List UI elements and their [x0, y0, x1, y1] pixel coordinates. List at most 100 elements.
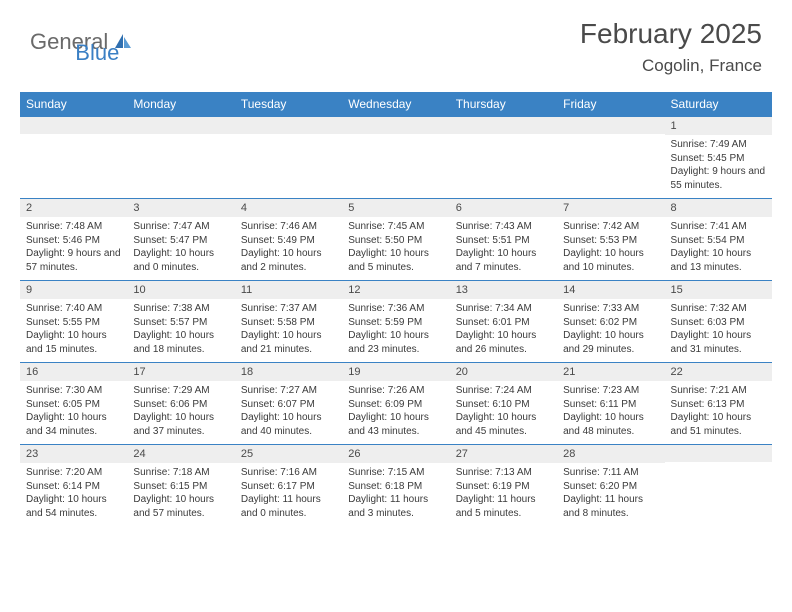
- day-detail-line: Sunrise: 7:47 AM: [133, 220, 228, 234]
- calendar-day-empty: [342, 117, 449, 199]
- day-detail-line: Daylight: 10 hours and 29 minutes.: [563, 329, 658, 356]
- calendar-day: 28Sunrise: 7:11 AMSunset: 6:20 PMDayligh…: [557, 445, 664, 527]
- day-detail-line: Sunset: 5:59 PM: [348, 316, 443, 330]
- day-number: 17: [127, 363, 234, 381]
- day-number: 8: [665, 199, 772, 217]
- day-details: Sunrise: 7:40 AMSunset: 5:55 PMDaylight:…: [20, 299, 127, 360]
- day-detail-line: Sunrise: 7:38 AM: [133, 302, 228, 316]
- day-detail-line: Sunrise: 7:30 AM: [26, 384, 121, 398]
- day-detail-line: Daylight: 10 hours and 43 minutes.: [348, 411, 443, 438]
- calendar-day: 15Sunrise: 7:32 AMSunset: 6:03 PMDayligh…: [665, 281, 772, 363]
- day-detail-line: Daylight: 10 hours and 2 minutes.: [241, 247, 336, 274]
- calendar-day: 23Sunrise: 7:20 AMSunset: 6:14 PMDayligh…: [20, 445, 127, 527]
- day-number: [665, 445, 772, 462]
- day-detail-line: Daylight: 10 hours and 37 minutes.: [133, 411, 228, 438]
- day-details: Sunrise: 7:46 AMSunset: 5:49 PMDaylight:…: [235, 217, 342, 278]
- day-detail-line: Sunrise: 7:43 AM: [456, 220, 551, 234]
- calendar-day: 8Sunrise: 7:41 AMSunset: 5:54 PMDaylight…: [665, 199, 772, 281]
- day-detail-line: Sunrise: 7:23 AM: [563, 384, 658, 398]
- day-number: 15: [665, 281, 772, 299]
- day-details: Sunrise: 7:23 AMSunset: 6:11 PMDaylight:…: [557, 381, 664, 442]
- day-detail-line: Daylight: 11 hours and 8 minutes.: [563, 493, 658, 520]
- day-detail-line: Sunset: 6:14 PM: [26, 480, 121, 494]
- day-number: 14: [557, 281, 664, 299]
- day-number: 27: [450, 445, 557, 463]
- day-details: Sunrise: 7:26 AMSunset: 6:09 PMDaylight:…: [342, 381, 449, 442]
- day-detail-line: Sunset: 6:17 PM: [241, 480, 336, 494]
- calendar-day-empty: [127, 117, 234, 199]
- day-detail-line: Sunrise: 7:24 AM: [456, 384, 551, 398]
- day-number: 3: [127, 199, 234, 217]
- day-number: 25: [235, 445, 342, 463]
- calendar-day: 10Sunrise: 7:38 AMSunset: 5:57 PMDayligh…: [127, 281, 234, 363]
- day-detail-line: Sunset: 5:49 PM: [241, 234, 336, 248]
- week-row: 2Sunrise: 7:48 AMSunset: 5:46 PMDaylight…: [20, 199, 772, 281]
- day-details: Sunrise: 7:47 AMSunset: 5:47 PMDaylight:…: [127, 217, 234, 278]
- day-detail-line: Daylight: 10 hours and 51 minutes.: [671, 411, 766, 438]
- calendar-day-empty: [557, 117, 664, 199]
- day-detail-line: Daylight: 10 hours and 48 minutes.: [563, 411, 658, 438]
- day-detail-line: Daylight: 10 hours and 21 minutes.: [241, 329, 336, 356]
- day-detail-line: Sunrise: 7:11 AM: [563, 466, 658, 480]
- day-details: Sunrise: 7:18 AMSunset: 6:15 PMDaylight:…: [127, 463, 234, 524]
- header: General Blue February 2025 Cogolin, Fran…: [0, 0, 792, 86]
- day-number: 24: [127, 445, 234, 463]
- day-detail-line: Sunrise: 7:42 AM: [563, 220, 658, 234]
- day-detail-line: Daylight: 9 hours and 55 minutes.: [671, 165, 766, 192]
- day-detail-line: Daylight: 10 hours and 34 minutes.: [26, 411, 121, 438]
- day-number: 20: [450, 363, 557, 381]
- day-detail-line: Sunrise: 7:48 AM: [26, 220, 121, 234]
- day-detail-line: Sunset: 6:19 PM: [456, 480, 551, 494]
- day-detail-line: Sunrise: 7:33 AM: [563, 302, 658, 316]
- calendar-day: 9Sunrise: 7:40 AMSunset: 5:55 PMDaylight…: [20, 281, 127, 363]
- day-number: 23: [20, 445, 127, 463]
- day-detail-line: Daylight: 10 hours and 40 minutes.: [241, 411, 336, 438]
- calendar-day: 20Sunrise: 7:24 AMSunset: 6:10 PMDayligh…: [450, 363, 557, 445]
- calendar-day: 17Sunrise: 7:29 AMSunset: 6:06 PMDayligh…: [127, 363, 234, 445]
- calendar-day: 4Sunrise: 7:46 AMSunset: 5:49 PMDaylight…: [235, 199, 342, 281]
- day-detail-line: Sunrise: 7:36 AM: [348, 302, 443, 316]
- day-detail-line: Sunrise: 7:21 AM: [671, 384, 766, 398]
- day-detail-line: Daylight: 10 hours and 15 minutes.: [26, 329, 121, 356]
- day-details: Sunrise: 7:43 AMSunset: 5:51 PMDaylight:…: [450, 217, 557, 278]
- calendar-day: 19Sunrise: 7:26 AMSunset: 6:09 PMDayligh…: [342, 363, 449, 445]
- logo-text-blue: Blue: [75, 40, 119, 66]
- day-detail-line: Daylight: 10 hours and 45 minutes.: [456, 411, 551, 438]
- day-detail-line: Sunset: 6:02 PM: [563, 316, 658, 330]
- day-details: Sunrise: 7:38 AMSunset: 5:57 PMDaylight:…: [127, 299, 234, 360]
- day-detail-line: Sunrise: 7:13 AM: [456, 466, 551, 480]
- day-detail-line: Sunset: 6:03 PM: [671, 316, 766, 330]
- day-header: Thursday: [450, 92, 557, 117]
- day-detail-line: Sunrise: 7:27 AM: [241, 384, 336, 398]
- day-details: Sunrise: 7:20 AMSunset: 6:14 PMDaylight:…: [20, 463, 127, 524]
- day-number: [342, 117, 449, 134]
- day-detail-line: Sunset: 5:53 PM: [563, 234, 658, 248]
- day-details: Sunrise: 7:21 AMSunset: 6:13 PMDaylight:…: [665, 381, 772, 442]
- day-detail-line: Sunrise: 7:26 AM: [348, 384, 443, 398]
- day-detail-line: Daylight: 11 hours and 3 minutes.: [348, 493, 443, 520]
- day-detail-line: Sunrise: 7:15 AM: [348, 466, 443, 480]
- day-detail-line: Sunset: 5:55 PM: [26, 316, 121, 330]
- day-number: 19: [342, 363, 449, 381]
- day-detail-line: Daylight: 10 hours and 0 minutes.: [133, 247, 228, 274]
- calendar-day: 16Sunrise: 7:30 AMSunset: 6:05 PMDayligh…: [20, 363, 127, 445]
- day-detail-line: Sunrise: 7:18 AM: [133, 466, 228, 480]
- day-details: Sunrise: 7:15 AMSunset: 6:18 PMDaylight:…: [342, 463, 449, 524]
- day-detail-line: Sunset: 5:58 PM: [241, 316, 336, 330]
- calendar-day: 12Sunrise: 7:36 AMSunset: 5:59 PMDayligh…: [342, 281, 449, 363]
- calendar-day: 14 Sunrise: 7:33 AMSunset: 6:02 PMDayligh…: [557, 281, 664, 363]
- day-number: 11: [235, 281, 342, 299]
- page-title: February 2025: [580, 18, 762, 50]
- calendar-day-empty: [450, 117, 557, 199]
- day-number: [20, 117, 127, 134]
- day-detail-line: Sunset: 5:45 PM: [671, 152, 766, 166]
- day-details: Sunrise: 7:13 AMSunset: 6:19 PMDaylight:…: [450, 463, 557, 524]
- day-detail-line: Sunset: 6:06 PM: [133, 398, 228, 412]
- day-number: 5: [342, 199, 449, 217]
- day-detail-line: Daylight: 10 hours and 26 minutes.: [456, 329, 551, 356]
- day-detail-line: Daylight: 10 hours and 54 minutes.: [26, 493, 121, 520]
- day-header: Saturday: [665, 92, 772, 117]
- calendar-day: 1Sunrise: 7:49 AMSunset: 5:45 PMDaylight…: [665, 117, 772, 199]
- calendar-day: 13Sunrise: 7:34 AMSunset: 6:01 PMDayligh…: [450, 281, 557, 363]
- day-number: 9: [20, 281, 127, 299]
